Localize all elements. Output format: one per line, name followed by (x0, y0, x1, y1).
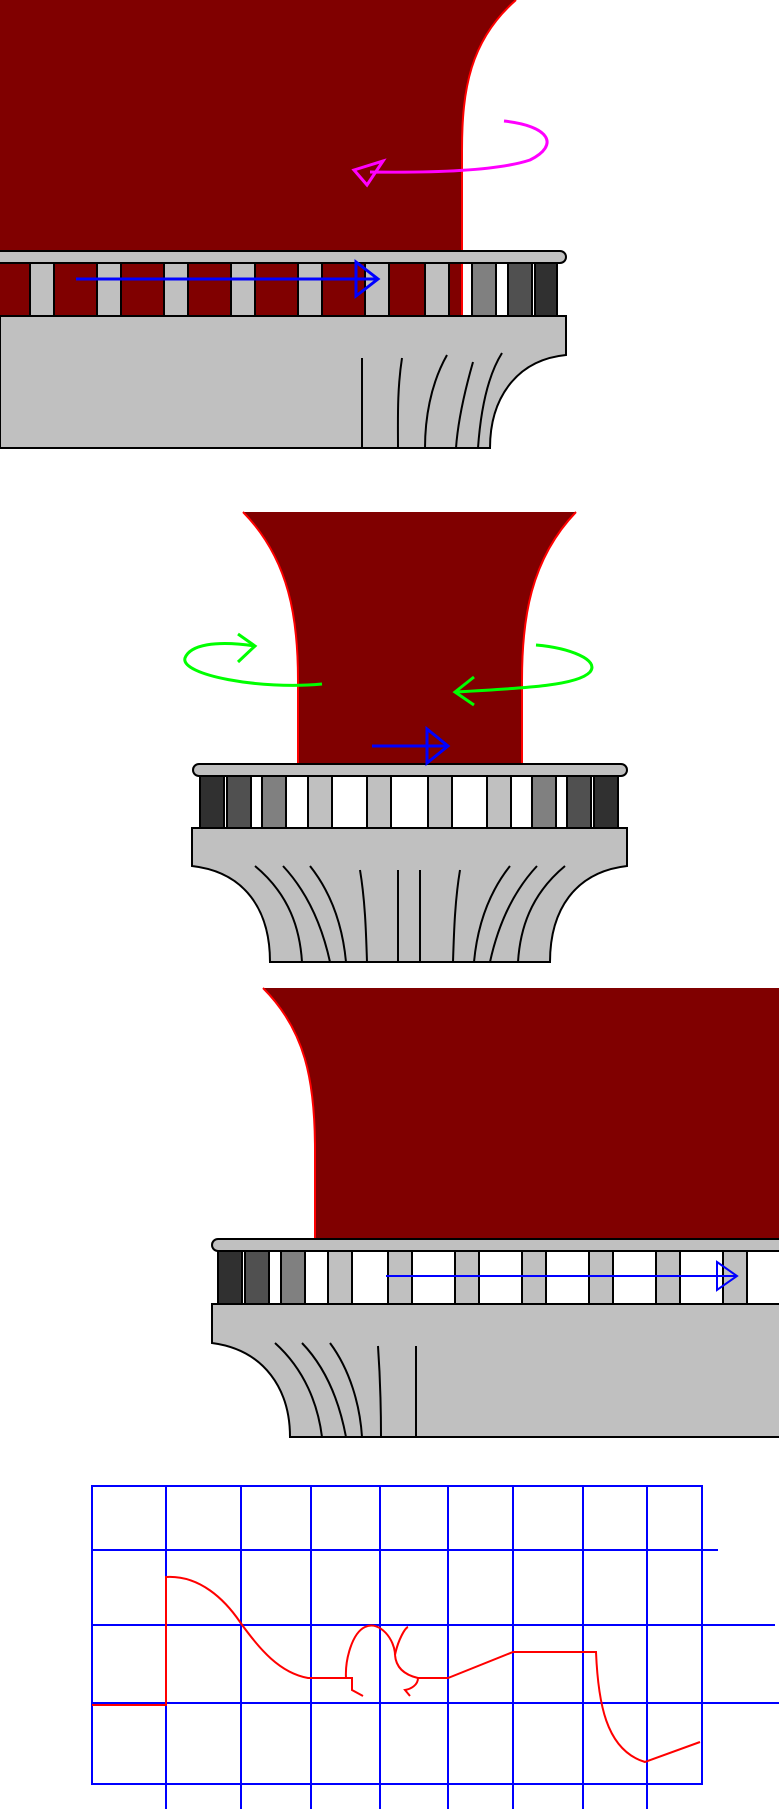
rotate-arrow-magenta (351, 119, 549, 188)
baluster (531, 775, 557, 829)
baluster (588, 1250, 614, 1305)
panel-top-rotated-view (0, 0, 567, 449)
baluster (226, 775, 252, 829)
grid (91, 1485, 779, 1809)
baluster (261, 775, 287, 829)
pedestal (191, 827, 628, 963)
baluster (163, 262, 189, 317)
baluster (297, 262, 323, 317)
baluster (280, 1250, 306, 1305)
baluster (199, 775, 225, 829)
baluster (217, 1250, 243, 1305)
baluster (366, 775, 392, 829)
balustrade (211, 1238, 779, 1305)
translate-arrow-right (76, 258, 381, 300)
panel-middle-front-view (183, 511, 628, 963)
translate-arrow-short (372, 725, 451, 767)
pedestal (0, 315, 567, 449)
baluster (566, 775, 592, 829)
translate-arrow-thin (386, 1260, 739, 1292)
baluster (244, 1250, 270, 1305)
column-shaft-edge (242, 511, 577, 765)
panel-profile-grid (91, 1485, 779, 1809)
baluster (486, 775, 512, 829)
pedestal-flutes (274, 1342, 417, 1438)
balustrade (0, 250, 567, 317)
column-shaft (263, 988, 779, 1241)
baluster (427, 775, 453, 829)
pedestal-flutes (361, 352, 503, 449)
baluster (593, 775, 619, 829)
balustrade (192, 763, 628, 829)
baluster (387, 1250, 413, 1305)
pedestal-flutes (254, 865, 566, 963)
baluster (534, 262, 558, 317)
handrail (0, 250, 567, 264)
column-shaft-edge (461, 0, 517, 316)
baluster (96, 262, 122, 317)
baluster (507, 262, 533, 317)
rotate-arrow-green-left (183, 632, 323, 687)
handrail (211, 1238, 779, 1252)
baluster (521, 1250, 547, 1305)
baluster (424, 262, 450, 317)
baluster (471, 262, 497, 317)
column-shaft-edge (262, 987, 316, 1241)
column-shaft (0, 0, 516, 316)
rotate-arrow-green-right (452, 643, 594, 707)
panel-bottom-rotated-view (211, 987, 779, 1438)
pedestal (211, 1303, 779, 1438)
baluster (327, 1250, 353, 1305)
baluster (307, 775, 333, 829)
grid-frame (91, 1485, 703, 1785)
handrail (192, 763, 628, 777)
profile-curve (92, 1575, 701, 1764)
baluster (230, 262, 256, 317)
baluster (29, 262, 55, 317)
column-shaft (243, 512, 576, 765)
baluster (454, 1250, 480, 1305)
baluster (655, 1250, 681, 1305)
